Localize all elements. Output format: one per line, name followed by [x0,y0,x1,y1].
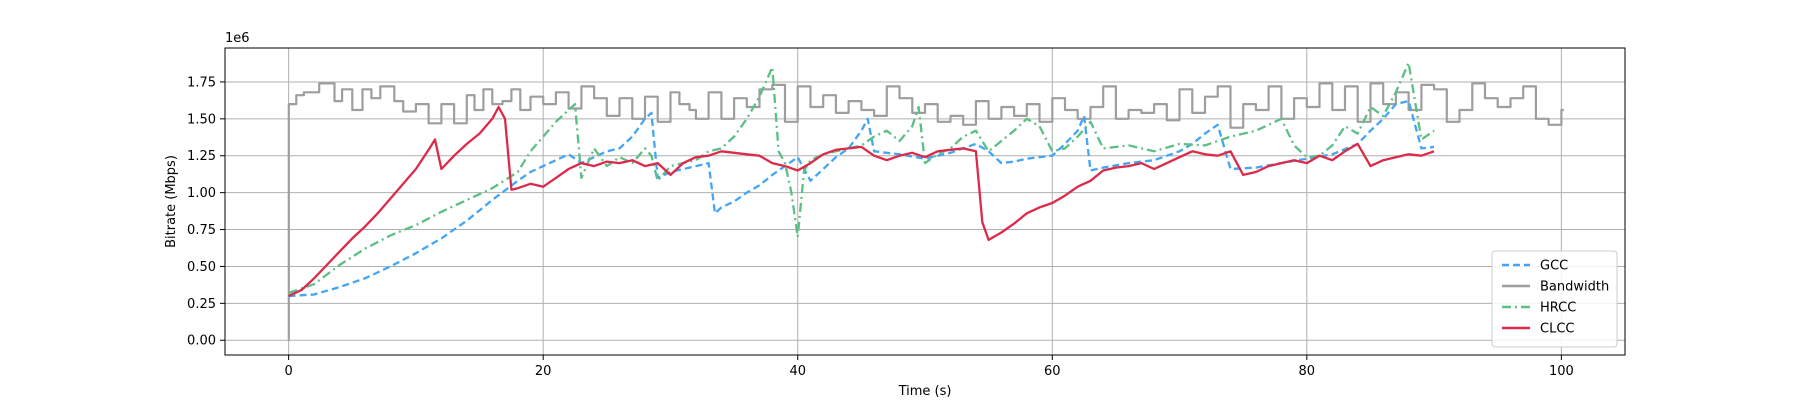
x-tick-label: 100 [1549,364,1574,379]
legend-label-gcc: GCC [1540,259,1568,274]
y-tick-label: 0.50 [187,260,216,275]
legend-label-bandwidth: Bandwidth [1540,280,1609,295]
series-line-clcc [288,105,1435,298]
series-line-hrcc [288,61,1435,295]
plot-frame [224,47,1626,356]
x-tick-label: 40 [789,364,806,379]
x-axis-label: Time (s) [898,384,952,399]
series-line-gcc [288,99,1435,298]
legend-label-clcc: CLCC [1540,322,1574,337]
legend-box [1491,250,1618,348]
y-axis-label: Bitrate (Mbps) [164,155,179,248]
y-tick-label: 0.75 [187,223,216,238]
series-line-bandwidth [287,82,1564,342]
y-tick-label: 1.00 [187,186,216,201]
legend-label-hrcc: HRCC [1540,301,1576,316]
x-tick-label: 0 [284,364,292,379]
x-tick-label: 80 [1299,364,1316,379]
y-offset-text: 1e6 [225,31,250,46]
legend: GCC Bandwidth HRCC CLCC [1491,250,1618,348]
y-tick-label: 0.25 [187,297,216,312]
series-layer [287,61,1564,342]
y-tick-label: 0.00 [187,334,216,349]
x-tick-label: 60 [1044,364,1061,379]
tick-layer: 0 20 40 60 80 100 0.00 0.25 0.50 0.75 1.00 1.25 1.50… [187,75,1574,379]
y-tick-label: 1.50 [187,112,216,127]
grid-layer [225,48,1625,355]
y-tick-label: 1.25 [187,149,216,164]
y-tick-label: 1.75 [187,75,216,90]
x-tick-label: 20 [535,364,552,379]
